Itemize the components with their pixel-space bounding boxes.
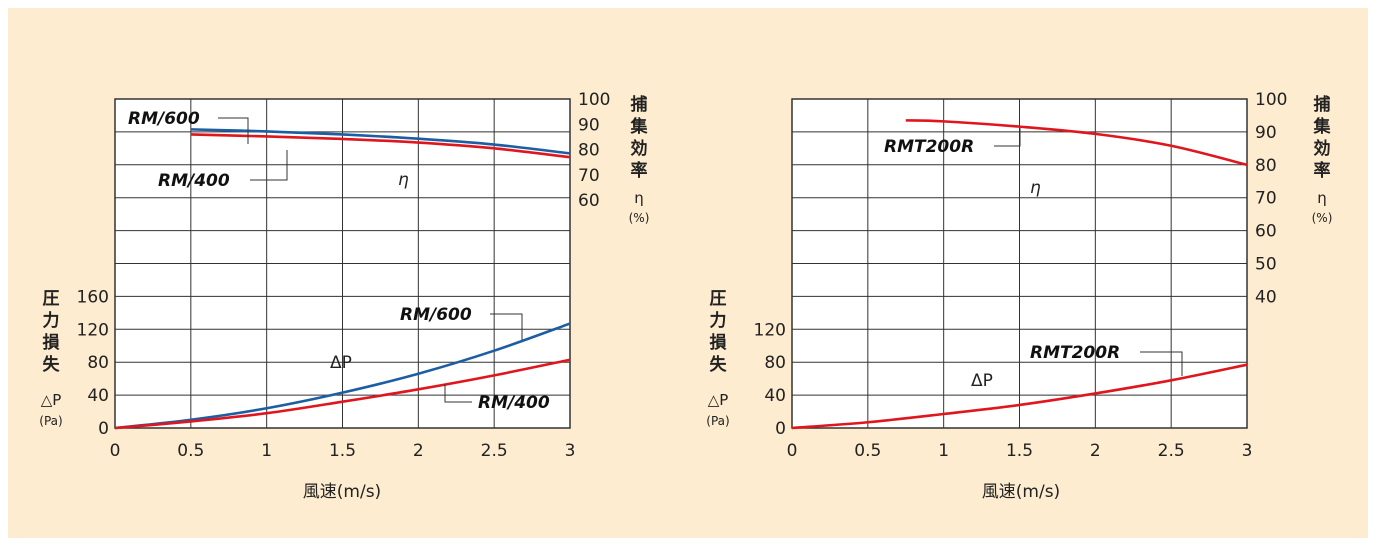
left-axis-symbol: △P (41, 391, 62, 409)
right-tick-label: 100 (1255, 90, 1287, 110)
left-axis-unit: (Pa) (706, 414, 729, 428)
left-ticks-1: 0 40 80 120 160 (77, 287, 109, 439)
series-line-rm600-efficiency (190, 128, 571, 155)
eta-curve-label: η (1030, 178, 1041, 198)
left-axis-unit: (Pa) (39, 414, 62, 428)
series-line-rm600-pressure_loss (114, 322, 571, 430)
right-axis-unit: (%) (629, 211, 650, 225)
series-line-rmt200r-efficiency (905, 119, 1248, 167)
right-ticks-1: 60 70 80 90 100 (578, 90, 610, 211)
x-ticks-2: 0 0.5 1 1.5 2 2.5 3 (787, 441, 1253, 461)
x-tick-label: 3 (1242, 441, 1253, 461)
leader-line (218, 117, 249, 144)
series-lines-1 (114, 128, 571, 430)
right-axis-title-char: 捕 (1314, 94, 1331, 115)
left-tick-label: 120 (77, 320, 109, 340)
left-tick-label: 160 (77, 287, 109, 307)
x-tick-label: 2 (413, 441, 424, 461)
right-tick-label: 80 (578, 141, 600, 161)
right-tick-label: 70 (578, 166, 600, 186)
x-tick-label: 1.5 (1006, 441, 1033, 461)
x-tick-label: 1 (938, 441, 949, 461)
x-tick-label: 0 (110, 441, 121, 461)
series-label-rm600-eta: RM/600 (128, 109, 200, 129)
x-ticks-1: 0 0.5 1 1.5 2 2.5 3 (110, 441, 576, 461)
right-tick-label: 40 (1255, 287, 1277, 307)
left-tick-label: 120 (754, 320, 786, 340)
left-tick-label: 0 (775, 419, 786, 439)
right-tick-label: 60 (578, 191, 600, 211)
right-axis-title-char: 集 (1313, 116, 1332, 137)
left-axis-title-char: 圧 (43, 289, 60, 309)
leader-line (444, 384, 472, 403)
series-line-rm400-pressure_loss (114, 358, 571, 430)
x-tick-label: 1 (261, 441, 272, 461)
leader-line (250, 150, 288, 181)
left-tick-label: 80 (87, 353, 109, 373)
x-tick-label: 2.5 (481, 441, 508, 461)
x-tick-label: 1.5 (329, 441, 356, 461)
left-axis-symbol: △P (708, 391, 729, 409)
right-tick-label: 70 (1255, 189, 1277, 209)
right-tick-label: 80 (1255, 156, 1277, 176)
series-label-rmt200r-dp: RMT200R (1030, 343, 1120, 363)
right-tick-label: 90 (578, 115, 600, 135)
right-tick-label: 50 (1255, 255, 1277, 275)
right-tick-label: 100 (578, 90, 610, 110)
right-axis-title-char: 効 (1314, 138, 1331, 159)
right-tick-label: 90 (1255, 123, 1277, 143)
right-axis-title-char: 集 (630, 116, 649, 137)
right-axis-symbol: η (1317, 189, 1327, 207)
x-tick-label: 3 (565, 441, 576, 461)
series-label-rm400-eta: RM/400 (158, 171, 230, 191)
right-ticks-2: 40 50 60 70 80 90 100 (1255, 90, 1287, 307)
x-tick-label: 0 (787, 441, 798, 461)
right-axis-unit: (%) (1312, 211, 1333, 225)
left-tick-label: 40 (764, 386, 786, 406)
series-label-rmt200r-eta: RMT200R (884, 137, 974, 157)
right-axis-title-char: 率 (1314, 160, 1331, 181)
right-axis-symbol: η (634, 189, 644, 207)
left-axis-title-char: 圧 (710, 289, 727, 309)
leader-line (490, 313, 523, 340)
x-tick-label: 2.5 (1158, 441, 1185, 461)
left-axis-title-char: 力 (43, 310, 60, 331)
left-tick-label: 0 (98, 419, 109, 439)
dp-curve-label: ΔP (971, 371, 993, 391)
x-axis-title: 風速(m/s) (982, 482, 1060, 502)
left-ticks-2: 0 40 80 120 (754, 320, 786, 439)
x-tick-label: 2 (1090, 441, 1101, 461)
series-lines-2 (791, 119, 1248, 430)
x-tick-label: 0.5 (177, 441, 204, 461)
chart-1: 0 0.5 1 1.5 2 2.5 3 0 40 80 120 160 60 7… (39, 90, 649, 502)
chart-2: 0 0.5 1 1.5 2 2.5 3 0 40 80 120 40 50 60… (706, 90, 1332, 502)
right-tick-label: 60 (1255, 222, 1277, 242)
series-line-rm400-efficiency (190, 133, 571, 159)
left-axis-title-char: 損 (710, 332, 728, 353)
series-label-rm400-dp: RM/400 (478, 393, 550, 413)
x-axis-title: 風速(m/s) (303, 482, 381, 502)
series-label-rm600-dp: RM/600 (400, 305, 472, 325)
leader-line (994, 128, 1021, 147)
eta-curve-label: η (398, 170, 409, 190)
left-axis-title-char: 失 (710, 354, 728, 375)
left-tick-label: 40 (87, 386, 109, 406)
x-tick-label: 0.5 (854, 441, 881, 461)
right-axis-title-char: 効 (631, 138, 648, 159)
grid-2 (792, 99, 1247, 428)
left-axis-title-char: 力 (710, 310, 727, 331)
right-axis-title-char: 率 (631, 160, 648, 181)
left-tick-label: 80 (764, 353, 786, 373)
left-axis-title-char: 失 (43, 354, 61, 375)
series-line-rmt200r-pressure_loss (791, 363, 1248, 430)
leader-line (1140, 351, 1183, 376)
right-axis-title-char: 捕 (631, 94, 648, 115)
dp-curve-label: ΔP (330, 353, 352, 373)
left-axis-title-char: 損 (43, 332, 61, 353)
